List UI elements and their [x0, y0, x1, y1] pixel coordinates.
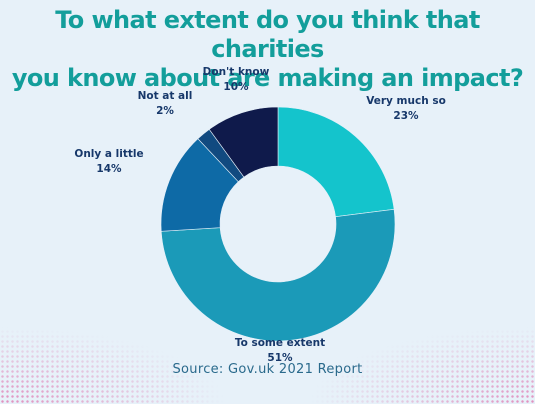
slice-don-t-know: [208, 106, 279, 178]
slice-label: Don't know: [203, 66, 270, 78]
slice-value-label: 14%: [96, 163, 122, 175]
slice-label: Only a little: [74, 148, 143, 160]
slice-label: Not at all: [138, 90, 193, 102]
slice-labels: Very much so 23% To some extent 51% Only a l…: [74, 66, 445, 364]
slice-value-label: 23%: [393, 110, 419, 122]
chart-title-line-2: you know about are making an impact?: [11, 64, 524, 92]
donut-slices: [160, 106, 396, 342]
slice-to-some-extent: [160, 209, 396, 342]
slice-label: To some extent: [235, 337, 325, 349]
chart-title: To what extent do you think that chariti…: [0, 6, 535, 93]
chart-title-line-1: To what extent do you think that chariti…: [55, 6, 480, 63]
slice-value-label: 2%: [156, 105, 174, 117]
slice-label: Very much so: [366, 95, 446, 107]
slice-very-much-so: [277, 106, 395, 218]
source-note: Source: Gov.uk 2021 Report: [172, 362, 363, 377]
slice-value-label: 10%: [223, 81, 249, 93]
slice-value-label: 51%: [267, 352, 293, 364]
